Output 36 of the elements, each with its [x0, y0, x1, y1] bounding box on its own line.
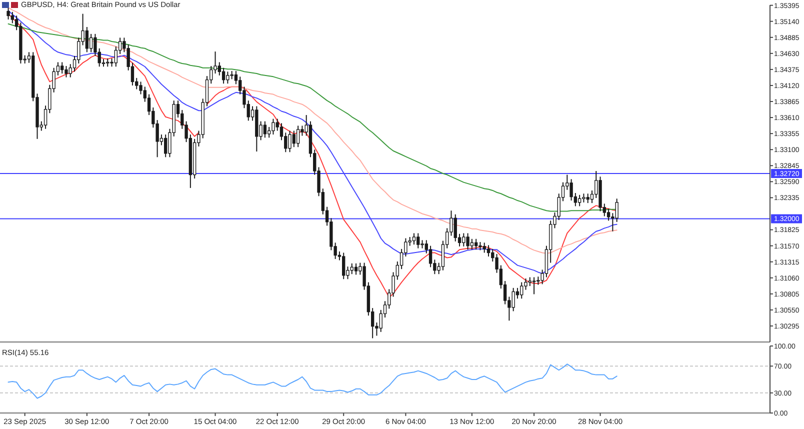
candlestick	[354, 262, 358, 276]
candlestick	[454, 214, 457, 242]
candlestick	[482, 242, 486, 254]
candlestick	[466, 232, 470, 250]
candlestick	[139, 81, 142, 95]
candlestick	[292, 130, 296, 148]
candlestick	[263, 120, 267, 138]
candlestick	[486, 244, 490, 257]
candlestick	[272, 118, 275, 136]
candlestick	[462, 232, 466, 247]
candlestick	[296, 125, 300, 148]
candlestick	[615, 198, 618, 222]
candlestick	[532, 276, 536, 295]
candlestick	[226, 71, 230, 84]
candlestick	[222, 67, 226, 84]
candlestick	[428, 245, 432, 268]
candlestick	[6, 7, 10, 20]
candlestick	[85, 26, 89, 53]
candlestick	[60, 62, 64, 74]
line-series	[8, 364, 618, 399]
candlestick	[578, 194, 582, 207]
candlestick	[342, 252, 346, 280]
candlestick	[218, 62, 221, 76]
candlestick	[570, 178, 573, 202]
candlestick	[164, 134, 168, 158]
candlestick	[68, 64, 72, 78]
candlestick	[586, 193, 590, 204]
candlestick	[416, 232, 420, 249]
candlestick	[520, 282, 524, 300]
candlestick	[89, 33, 93, 53]
candlestick	[10, 11, 14, 24]
candlestick	[512, 287, 515, 312]
candlestick	[606, 208, 610, 222]
candlestick	[288, 130, 292, 153]
candlestick	[412, 232, 416, 246]
candlestick	[64, 65, 68, 78]
